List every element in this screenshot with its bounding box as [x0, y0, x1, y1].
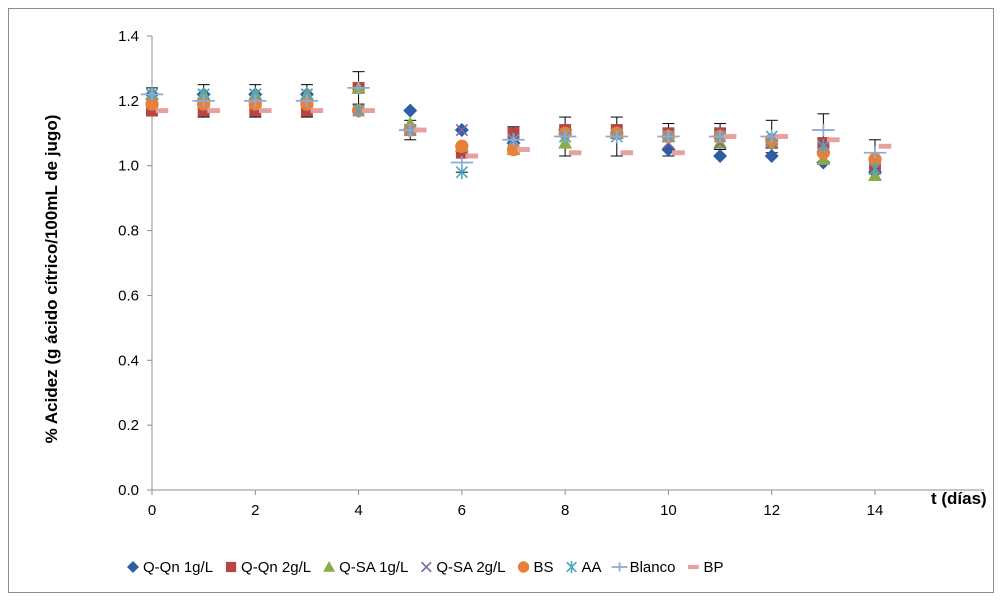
legend-label: BS: [534, 559, 554, 576]
y-tick-label: 0.8: [118, 223, 139, 240]
legend: Q-Qn 1g/L Q-Qn 2g/L Q-SA 1g/L Q-SA 2g/L BS AA…: [127, 559, 723, 576]
legend-label: Blanco: [630, 559, 676, 576]
data-point: [688, 564, 699, 570]
legend-label: BP: [703, 559, 723, 576]
x-tick-label: 8: [561, 502, 569, 519]
data-point: [827, 137, 840, 143]
y-tick-label: 0.0: [118, 482, 139, 499]
data-point: [192, 94, 215, 108]
x-tick-label: 2: [251, 502, 259, 519]
data-point: [863, 146, 887, 160]
y-tick-label: 0.6: [118, 287, 139, 304]
legend-item: AA: [566, 559, 602, 576]
data-point: [657, 130, 680, 143]
data-point: [145, 97, 159, 111]
chart-frame: 0.0 0.2 0.4 0.6 0.8 1.0 1.2 1.4 0 2 4 6 8 10 12 14 % Ac…: [8, 8, 994, 593]
data-point: [878, 143, 892, 149]
x-tick-label: 6: [458, 502, 466, 519]
data-point: [566, 561, 577, 573]
legend-label: Q-Qn 1g/L: [143, 559, 213, 576]
data-point: [352, 103, 365, 118]
data-point: [155, 108, 169, 114]
data-point: [244, 94, 267, 108]
data-point: [817, 139, 830, 154]
data-point: [764, 148, 779, 163]
y-tick-label: 1.4: [118, 28, 139, 45]
y-axis-label: % Acidez (g ácido cítrico/100mL de jugo): [42, 115, 61, 444]
series-blanco: [140, 81, 887, 169]
data-point: [225, 561, 237, 573]
data-point: [620, 150, 634, 156]
data-point: [295, 94, 319, 108]
data-point: [506, 142, 521, 157]
legend-item: Q-Qn 2g/L: [225, 559, 311, 576]
y-tick-label: 1.2: [118, 93, 139, 110]
data-point: [403, 103, 418, 118]
legend-label: AA: [582, 559, 602, 576]
data-point: [605, 130, 628, 143]
data-point: [455, 139, 469, 153]
x-axis-label: t (días): [931, 489, 987, 508]
legend-item: Q-Qn 1g/L: [127, 559, 213, 576]
data-point: [502, 133, 525, 147]
data-point: [140, 88, 164, 101]
data-point: [127, 561, 139, 573]
legend-item: BP: [688, 559, 723, 576]
data-point: [323, 561, 336, 572]
y-tick-label: 0.4: [118, 352, 139, 369]
legend-label: Q-Qn 2g/L: [241, 559, 311, 576]
legend-label: Q-SA 2g/L: [436, 559, 505, 576]
data-point: [517, 561, 530, 573]
x-tick-label: 14: [867, 502, 884, 519]
x-tick-label: 4: [354, 502, 362, 519]
data-point: [258, 108, 272, 114]
axes: 0.0 0.2 0.4 0.6 0.8 1.0 1.2 1.4 0 2 4 6 8 10 12 14: [118, 28, 984, 519]
data-point: [465, 153, 479, 159]
data-point: [347, 81, 370, 95]
data-point: [450, 156, 474, 169]
y-tick-label: 0.2: [118, 417, 139, 434]
x-tick-label: 10: [660, 502, 677, 519]
x-tick-label: 12: [763, 502, 780, 519]
data-point: [455, 123, 469, 137]
data-point: [517, 147, 530, 152]
data-point: [420, 561, 432, 573]
data-point: [568, 150, 582, 156]
data-point: [611, 562, 628, 572]
data-point: [713, 148, 728, 163]
data-point: [553, 130, 577, 143]
legend-item: Blanco: [611, 559, 676, 576]
data-point: [207, 108, 220, 114]
data-point: [362, 108, 375, 114]
data-point: [812, 123, 835, 137]
acidity-scatter-chart: 0.0 0.2 0.4 0.6 0.8 1.0 1.2 1.4 0 2 4 6 8 10 12 14 % Ac…: [42, 28, 987, 576]
legend-item: Q-SA 1g/L: [323, 559, 408, 576]
legend-item: Q-SA 2g/L: [420, 559, 506, 576]
data-point: [723, 134, 737, 139]
data-point: [868, 152, 882, 166]
legend-item: BS: [517, 559, 554, 576]
series-bp: [155, 108, 892, 159]
y-tick-label: 1.0: [118, 158, 139, 175]
data-point: [868, 161, 882, 176]
data-point: [413, 127, 427, 133]
data-point: [310, 108, 324, 114]
data-point: [672, 150, 685, 156]
data-points: [140, 80, 892, 182]
legend-label: Q-SA 1g/L: [339, 559, 408, 576]
data-point: [775, 134, 789, 139]
x-tick-label: 0: [148, 502, 156, 519]
